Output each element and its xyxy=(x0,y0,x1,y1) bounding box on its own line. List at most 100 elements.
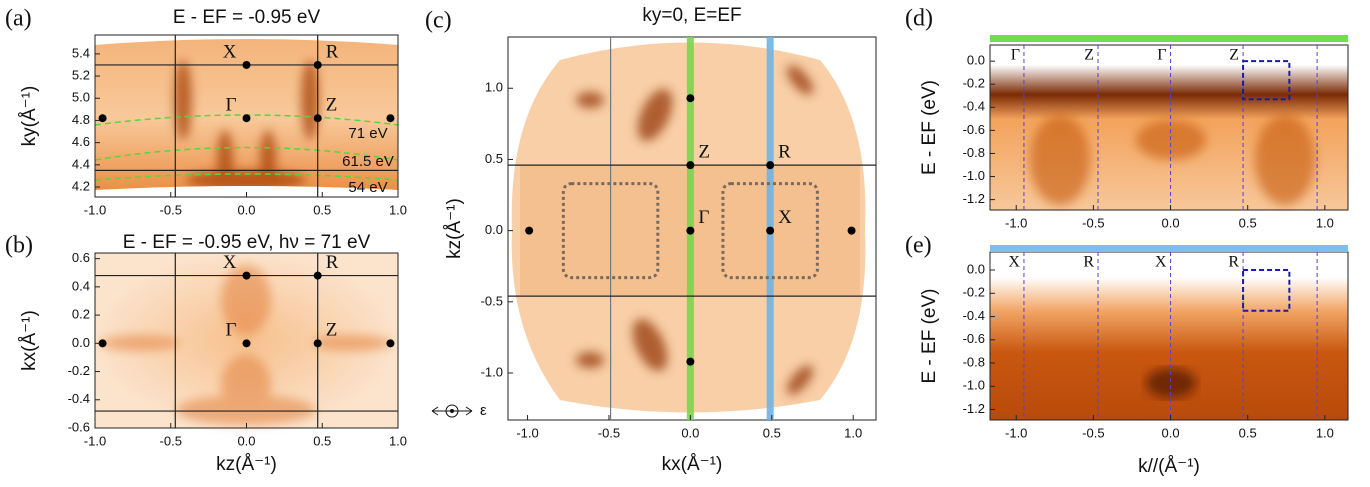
x-tick-label: 0.5 xyxy=(1239,425,1257,440)
y-tick-label: -0.4 xyxy=(963,99,985,114)
y-tick-label: -0.4 xyxy=(963,308,985,323)
y-tick-label: -0.8 xyxy=(963,145,985,160)
polarization-icon xyxy=(431,404,473,418)
x-tick-label: -1.0 xyxy=(84,202,106,217)
map-image-e xyxy=(990,252,1348,420)
x-tick-label: 0.5 xyxy=(313,433,331,448)
y-tick-label: 4.4 xyxy=(72,156,90,171)
panel-label: (b) xyxy=(5,233,33,259)
x-tick-label: -0.5 xyxy=(160,433,182,448)
y-tick-label: 4.8 xyxy=(72,112,90,127)
k-point-label: Z xyxy=(1229,47,1239,64)
y-tick-label: -1.2 xyxy=(963,401,985,416)
y-tick-label: -0.2 xyxy=(963,285,985,300)
k-point-label: Γ xyxy=(226,95,237,116)
y-tick-label: -1.2 xyxy=(963,191,985,206)
k-point xyxy=(386,114,395,123)
k-point xyxy=(242,114,251,123)
x-tick-label: -1.0 xyxy=(1005,425,1027,440)
y-tick-label: -0.8 xyxy=(963,354,985,369)
x-axis-label: k//(Å⁻¹) xyxy=(1138,456,1200,477)
k-point xyxy=(386,339,395,348)
k-point xyxy=(525,226,534,235)
k-point-label: R xyxy=(1083,254,1094,271)
k-point-label: X xyxy=(1008,254,1020,271)
k-point xyxy=(313,60,322,69)
k-point xyxy=(98,339,107,348)
y-tick-label: 0.0 xyxy=(72,335,90,350)
y-tick-label: -0.6 xyxy=(963,331,985,346)
y-tick-label: -0.5 xyxy=(481,293,503,308)
y-tick-label: -0.2 xyxy=(68,363,90,378)
annotation: 54 eV xyxy=(348,179,387,196)
y-axis-label: E - EF (eV) xyxy=(919,80,940,175)
annotation: ε xyxy=(480,402,487,419)
x-tick-label: 0.5 xyxy=(1239,215,1257,230)
map-image-d xyxy=(990,45,1348,210)
x-tick-label: -0.5 xyxy=(1082,425,1104,440)
annotation: 61.5 eV xyxy=(342,153,394,170)
x-tick-label: -0.5 xyxy=(598,425,620,440)
panel-title: E - EF = -0.95 eV, hν = 71 eV xyxy=(123,232,371,253)
k-point-label: Γ xyxy=(698,207,709,228)
y-tick-label: -1.0 xyxy=(963,378,985,393)
k-point-label: Γ xyxy=(1011,47,1020,64)
y-axis-label: kz(Å⁻¹) xyxy=(444,198,465,259)
k-point-label: X xyxy=(778,207,792,228)
y-tick-label: -1.0 xyxy=(963,168,985,183)
y-tick-label: -0.6 xyxy=(963,122,985,137)
x-tick-label: -1.0 xyxy=(516,425,538,440)
k-point-label: R xyxy=(1228,254,1239,271)
k-point-label: Γ xyxy=(226,320,237,341)
y-tick-label: 0.6 xyxy=(72,250,90,265)
x-tick-label: 0.0 xyxy=(1162,425,1180,440)
k-point xyxy=(313,114,322,123)
x-tick-label: 0.0 xyxy=(237,433,255,448)
k-point xyxy=(313,271,322,280)
k-point xyxy=(686,226,695,235)
k-point xyxy=(766,226,775,235)
k-point-label: X xyxy=(223,41,237,62)
k-point-label: X xyxy=(223,252,237,273)
y-tick-label: 1.0 xyxy=(485,80,503,95)
panel-title: E - EF = -0.95 eV xyxy=(173,7,321,28)
x-tick-label: 1.0 xyxy=(389,433,407,448)
x-tick-label: -1.0 xyxy=(1005,215,1027,230)
x-tick-label: -0.5 xyxy=(1082,215,1104,230)
x-tick-label: 0.5 xyxy=(313,202,331,217)
k-point-label: Z xyxy=(326,320,338,341)
x-tick-label: 1.0 xyxy=(389,202,407,217)
y-tick-label: -1.0 xyxy=(481,364,503,379)
x-axis-label: kx(Å⁻¹) xyxy=(662,454,723,475)
y-tick-label: 5.0 xyxy=(72,90,90,105)
k-point xyxy=(686,357,695,366)
x-tick-label: 1.0 xyxy=(844,425,862,440)
y-tick-label: 0.4 xyxy=(72,278,90,293)
k-point xyxy=(98,114,107,123)
map-image-b xyxy=(95,253,398,428)
y-tick-label: 4.2 xyxy=(72,178,90,193)
region-box xyxy=(1242,269,1291,312)
y-axis-label: E - EF (eV) xyxy=(919,288,940,383)
k-point-label: R xyxy=(326,41,339,62)
annotation: 71 eV xyxy=(348,125,387,142)
y-tick-label: -0.4 xyxy=(68,391,90,406)
y-axis-label: ky(Å⁻¹) xyxy=(19,86,40,147)
k-point-label: Z xyxy=(326,95,338,116)
y-tick-label: -0.2 xyxy=(963,76,985,91)
x-tick-label: 1.0 xyxy=(1316,425,1334,440)
y-tick-label: 0.0 xyxy=(485,222,503,237)
y-tick-label: 5.2 xyxy=(72,67,90,82)
x-tick-label: -0.5 xyxy=(160,202,182,217)
k-point xyxy=(242,60,251,69)
k-point xyxy=(242,339,251,348)
x-tick-label: 1.0 xyxy=(1316,215,1334,230)
x-tick-label: 0.0 xyxy=(1162,215,1180,230)
k-point-label: Z xyxy=(698,142,710,163)
k-point xyxy=(686,94,695,103)
panel-label: (d) xyxy=(905,6,933,32)
k-point-label: Γ xyxy=(1157,47,1166,64)
cut-color-bar xyxy=(990,35,1348,42)
plot-frame xyxy=(989,44,1349,211)
